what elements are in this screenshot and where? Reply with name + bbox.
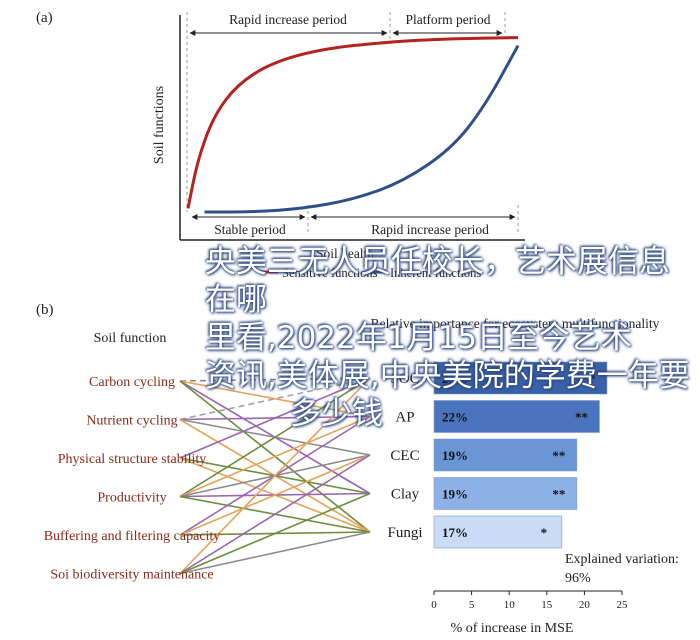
soil-function-list: Carbon cycling Nutrient cycling Physical s… (44, 375, 221, 583)
bar-value-label: 19% (442, 487, 468, 502)
bar-value-label: 19% (442, 448, 468, 463)
soil-function-label: Buffering and filtering capacity (44, 529, 221, 544)
panel-b-label: (b) (36, 302, 54, 318)
relative-importance-header: Relative importance for ecosystem multif… (371, 316, 660, 331)
overlay-line: 多少钱 (290, 396, 383, 432)
bar-significance-label: ** (575, 410, 588, 425)
soil-function-label: Carbon cycling (89, 375, 175, 390)
bar-significance-label: ** (552, 487, 565, 502)
legend-sensitive-label: Sensitive functions (282, 266, 378, 280)
sensitive-functions-curve (186, 36, 519, 209)
indicator-label: Fungi (387, 525, 422, 541)
bar-value-label: 23% (442, 371, 468, 386)
overlay-line: 资讯,美体展,中央美院的学费一年要 (205, 358, 690, 394)
indicator-label: AP (395, 410, 414, 426)
period-label-rapid-bottom: Rapid increase period (371, 222, 489, 237)
importance-bar (433, 400, 600, 433)
indicator-label: Clay (391, 487, 420, 503)
explained-variation-label: Explained variation: (565, 552, 679, 567)
period-label-stable: Stable period (214, 222, 286, 237)
bar-value-label: 22% (442, 410, 468, 425)
panel-a-ylabel: Soil functions (152, 86, 167, 164)
link-line (179, 377, 371, 459)
panel-b: (b) Soil function Relative importance fo… (36, 302, 679, 636)
inherent-functions-curve (204, 44, 520, 214)
importance-bar (433, 361, 608, 395)
overlay-line: 里看,2022年1月15日至今艺术 (205, 320, 632, 356)
bar-x-tick-label: 25 (617, 599, 629, 611)
importance-bar (433, 438, 578, 472)
bar-xlabel: % of increase in MSE (451, 621, 574, 636)
soil-function-label: Physical structure stability (58, 452, 207, 467)
link-line (179, 377, 371, 421)
link-line (179, 377, 371, 382)
bar-x-ticks: 0 5 10 15 20 25 (431, 591, 628, 611)
importance-bars: 23% ** 22% ** 19% ** 19% ** 17% * (433, 361, 608, 549)
bar-x-tick-label: 20 (579, 599, 591, 611)
link-line (179, 531, 371, 575)
soil-function-label: Nutrient cycling (86, 414, 177, 429)
bar-value-label: 17% (442, 525, 468, 540)
bar-significance-label: ** (552, 448, 565, 463)
panel-a-xlabel: Soil health (316, 246, 374, 261)
link-line (179, 415, 371, 498)
bar-x-tick-label: 0 (431, 599, 437, 611)
soil-function-label: Productivity (97, 491, 166, 506)
overlay-caption: 央美三无人员任校长，艺术展信息在哪 里看,2022年1月15日至今艺术 资讯,美… (205, 243, 695, 433)
indicator-list: SOC AP CEC Clay Fungi (387, 371, 422, 541)
period-label-rapid-top: Rapid increase period (229, 12, 347, 27)
link-line (179, 377, 371, 498)
soil-function-header: Soil function (94, 331, 167, 346)
link-line (179, 492, 371, 575)
indicator-label: SOC (390, 371, 419, 387)
explained-variation-value: 96% (565, 571, 591, 586)
legend-inherent-label: Inherent functions (390, 266, 481, 280)
period-label-platform: Platform period (405, 12, 490, 27)
link-line (179, 454, 371, 536)
overlay-line: 央美三无人员任校长，艺术展信息在哪 (205, 244, 670, 318)
bar-significance-label: ** (582, 371, 595, 386)
soil-function-label: Soi biodiversity maintenance (50, 568, 213, 583)
function-indicator-links (179, 377, 371, 575)
bar-x-tick-label: 15 (541, 599, 553, 611)
link-line (179, 377, 371, 575)
panel-a-label: (a) (36, 10, 53, 26)
link-line (179, 454, 371, 575)
panel-a: (a) Soil functions Rapid increase period… (36, 10, 525, 280)
bar-significance-label: * (541, 525, 548, 540)
bar-x-tick-label: 5 (469, 599, 475, 611)
indicator-label: CEC (390, 448, 419, 464)
importance-bar (433, 515, 563, 549)
bar-x-tick-label: 10 (504, 599, 516, 611)
importance-bar (433, 477, 578, 510)
